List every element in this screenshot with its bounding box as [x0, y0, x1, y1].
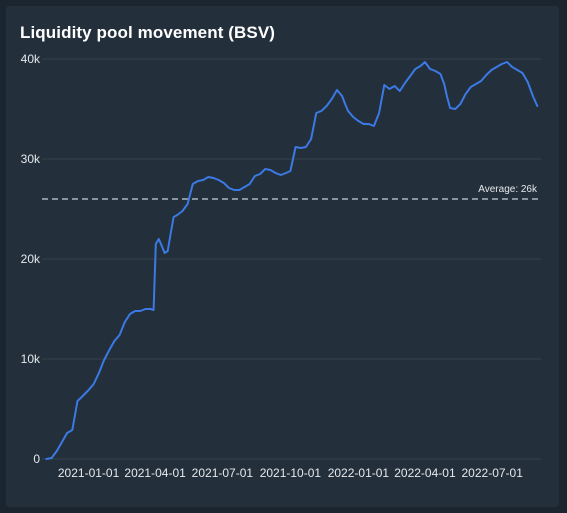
x-tick-label: 2022-01-01 — [328, 466, 390, 480]
chart-title: Liquidity pool movement (BSV) — [20, 23, 276, 42]
x-tick-label: 2022-04-01 — [394, 466, 456, 480]
series-group — [45, 61, 539, 460]
grid-lines — [42, 58, 541, 460]
chart-panel: Liquidity pool movement (BSV) 0 10k 20k 30k… — [6, 6, 559, 507]
x-tick-label: 2022-07-01 — [462, 466, 524, 480]
x-tick-label: 2021-01-01 — [58, 466, 120, 480]
y-tick-label: 30k — [21, 152, 41, 166]
y-axis-ticks: 0 10k 20k 30k 40k — [21, 52, 41, 466]
average-label: Average: 26k — [478, 184, 538, 195]
x-tick-label: 2021-10-01 — [260, 466, 322, 480]
x-tick-label: 2021-07-01 — [192, 466, 254, 480]
y-tick-label: 40k — [21, 52, 41, 66]
average-reference: Average: 26k — [42, 184, 541, 200]
x-tick-label: 2021-04-01 — [124, 466, 186, 480]
y-tick-label: 0 — [33, 452, 40, 466]
y-tick-label: 20k — [21, 252, 41, 266]
series-line — [45, 61, 539, 460]
x-axis-ticks: 2021-01-01 2021-04-01 2021-07-01 2021-10-01… — [58, 466, 523, 480]
y-tick-label: 10k — [21, 352, 41, 366]
